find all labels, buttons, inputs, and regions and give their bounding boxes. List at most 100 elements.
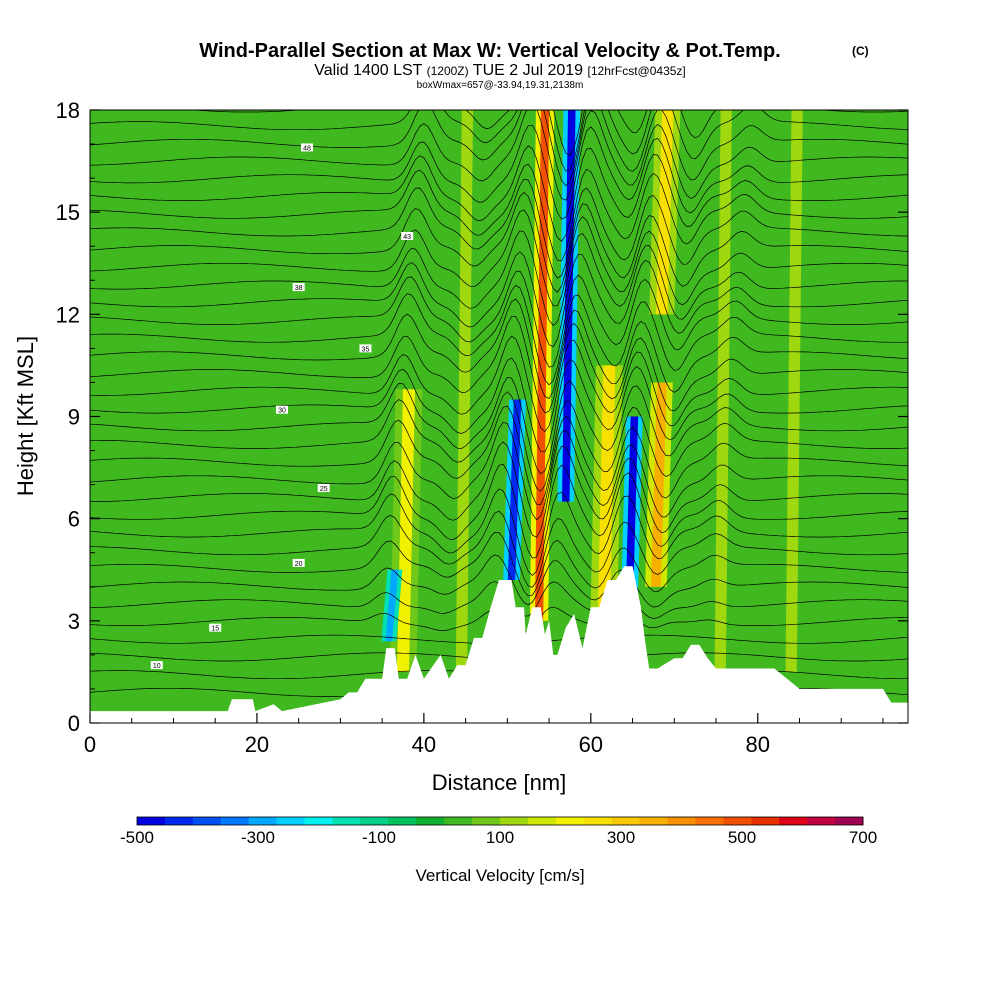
colorbar-swatch [527,817,557,825]
svg-text:30: 30 [278,408,286,415]
x-tick-label: 60 [579,732,603,757]
valid-time-line: Valid 1400 LST (1200Z) TUE 2 Jul 2019 [1… [314,62,686,79]
theta-contour-line [90,209,908,307]
svg-text:15: 15 [211,626,219,633]
svg-text:35: 35 [362,346,370,353]
theta-contour-line [90,391,908,492]
forecast-info: [12hrFcst@0435z] [588,64,686,78]
x-tick-label: 80 [746,732,770,757]
utc-time: (1200Z) [427,64,469,78]
colorbar-swatch [667,817,696,825]
y-tick-label: 12 [56,302,80,327]
colorbar-swatch [555,817,585,825]
colorbar: -500 -300 -100 100 300 500 700 [120,816,877,847]
theta-contour-line [90,110,908,172]
valid-prefix: Valid 1400 LST [314,62,422,79]
theta-contour-line [90,298,908,399]
svg-text:43: 43 [403,234,411,241]
contour-label: 43 [401,232,414,241]
colorbar-swatch [723,817,752,825]
theta-contour-line [90,405,908,505]
box-info: boxWmax=657@-33.94,19.31,2138m [417,80,584,91]
copyright-mark: (C) [852,44,869,58]
colorbar-swatch [388,817,417,825]
colorbar-tick-label: 100 [486,828,514,847]
colorbar-swatch [304,817,333,825]
colorbar-tick-label: -500 [120,828,154,847]
contour-label: 38 [292,283,305,292]
theta-contour-line [90,377,908,475]
x-tick-label: 20 [245,732,269,757]
svg-text:48: 48 [303,145,311,152]
plot-area: 48 43 38 35 30 25 20 15 10 [90,110,908,723]
contour-labels: 48 43 38 35 30 25 20 15 10 [150,143,414,670]
colorbar-swatch [695,817,724,825]
contour-label: 25 [317,484,330,493]
theta-contour-line [90,488,908,576]
terrain-mask [90,566,908,723]
svg-text:25: 25 [320,486,328,493]
svg-text:20: 20 [295,561,303,568]
theta-contour-line [90,554,908,608]
colorbar-swatch [332,817,361,825]
theta-contour-line [90,163,908,262]
colorbar-swatch [583,817,613,825]
y-tick-label: 9 [68,405,80,430]
theta-contour-line [90,284,908,386]
theta-contour-line [90,251,908,348]
theta-contour-line [90,510,908,588]
svg-text:38: 38 [295,285,303,292]
theta-contour-line [90,110,908,187]
theta-contour-line [90,463,908,559]
contour-label: 48 [301,143,314,152]
colorbar-tick-label: 700 [849,828,877,847]
contour-label: 10 [150,661,163,670]
theta-contour-line [90,441,908,538]
contour-label: 15 [209,623,222,633]
svg-text:10: 10 [153,663,161,670]
colorbar-swatch [276,817,306,825]
velocity-band-core [785,110,803,672]
colorbar-swatch [779,817,808,825]
y-tick-label: 0 [68,711,80,736]
colorbar-swatch [500,817,529,825]
colorbar-swatch [639,817,669,825]
contour-label: 20 [292,558,305,568]
theta-contour-line [90,421,908,521]
theta-contour-line [90,335,908,433]
theta-contour-line [90,145,908,242]
theta-contour-line [90,316,908,414]
valid-date: TUE 2 Jul 2019 [473,62,583,79]
y-axis: 0 3 6 9 12 15 18 [56,98,908,736]
velocity-band-core [656,110,674,315]
colorbar-swatch [835,817,864,825]
theta-contour-line [90,124,908,220]
y-axis-label: Height [Kft MSL] [13,336,38,496]
colorbar-swatch [164,817,194,825]
velocity-band-core [597,365,616,638]
colorbar-swatch [360,817,389,825]
contour-label: 35 [359,344,372,353]
colorbar-swatch [751,817,780,825]
colorbar-swatch [472,817,501,825]
theta-contour-line [90,270,908,368]
contour-label: 30 [275,405,288,415]
colorbar-swatch [416,817,445,825]
y-tick-label: 6 [68,507,80,532]
colorbar-tick-label: 300 [607,828,635,847]
x-tick-label: 40 [412,732,436,757]
theta-contour-line [90,230,908,327]
colorbar-swatch [611,817,641,825]
velocity-band-core [534,110,550,621]
velocity-band-core [714,110,732,672]
colorbar-tick-label: -100 [362,828,396,847]
theta-contour-line [90,532,908,597]
colorbar-swatch [807,817,836,825]
colorbar-swatch [444,817,473,825]
x-axis: 0 20 40 60 80 [84,713,884,757]
velocity-band-core [397,389,416,672]
theta-contour-line [90,357,908,453]
colorbar-frame [136,816,864,826]
colorbar-swatch [248,817,278,825]
